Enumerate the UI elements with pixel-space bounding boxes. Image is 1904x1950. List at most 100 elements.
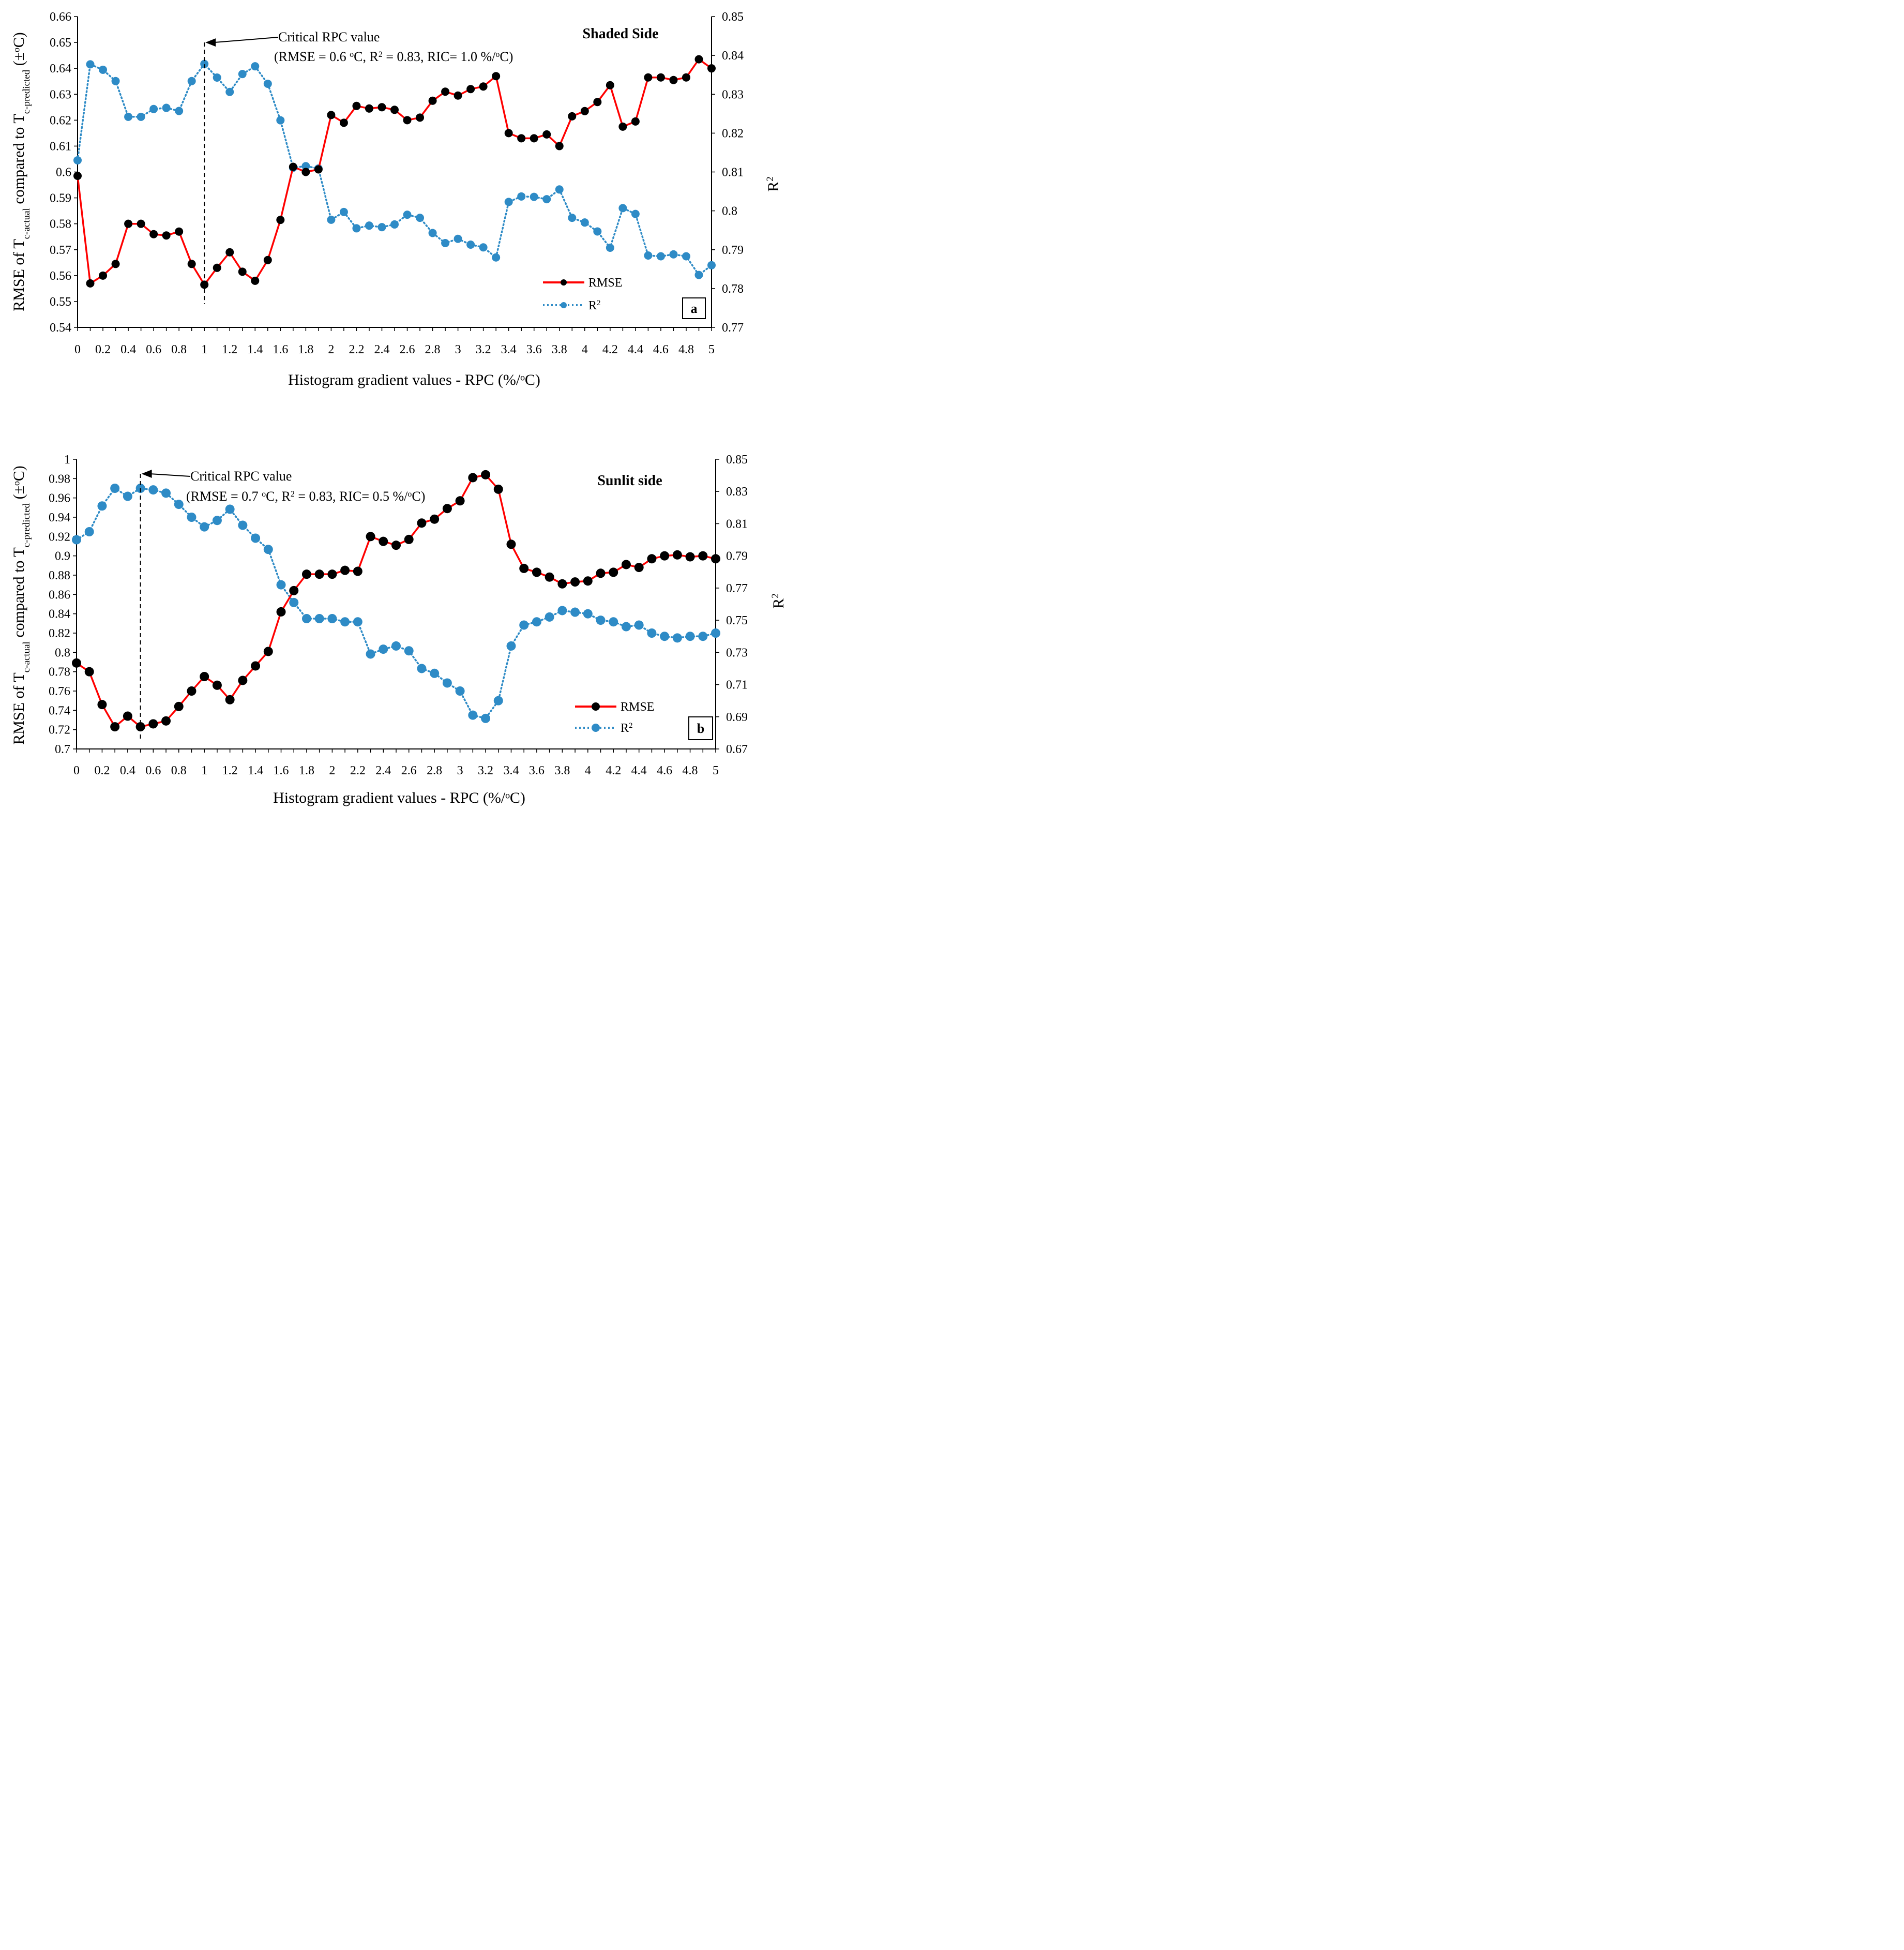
panel-a-rmse-point (428, 96, 437, 105)
panel-a-rmse-point (377, 103, 386, 112)
panel-b-x-tick-label: 2.8 (427, 764, 442, 777)
panel-a-rmse-point (213, 263, 221, 272)
panel-b-r2-point (506, 641, 516, 651)
panel-b-r2-point (442, 678, 452, 688)
panel-b-rmse-point (327, 569, 337, 579)
panel-b-x-tick-label: 5 (713, 764, 719, 777)
panel-a-rmse-point (352, 101, 361, 110)
panel-a-arrow-head (205, 38, 216, 47)
panel-a-rmse-point (517, 134, 526, 143)
panel-b-y-left-tick-label: 0.84 (49, 608, 70, 621)
panel-b-rmse-point (417, 518, 427, 528)
panel-b-r2-point (212, 516, 222, 526)
panel-a-y-right-tick-label: 0.77 (722, 321, 744, 335)
panel-b-y-right-tick-label: 0.77 (726, 582, 748, 595)
panel-a-letter: a (691, 301, 698, 316)
panel-b-r2-point (174, 500, 184, 509)
panel-a-y-right-tick-label: 0.78 (722, 282, 744, 296)
panel-b-r2-point (110, 484, 120, 493)
panel-a-rmse-point (694, 55, 703, 64)
panel-b-r2-point (481, 713, 491, 723)
panel-b-rmse-point (72, 658, 81, 668)
panel-b-r2-point (72, 535, 81, 545)
panel-a-annotation-detail: (RMSE = 0.6 oC, R2 = 0.83, RIC= 1.0 %/oC… (274, 49, 513, 64)
figure: 0 0.2 0.4 0.6 0.8 1 1.2 1.4 1.6 1.8 2 2.2 2.4 2.6 2.8 3… (0, 0, 794, 813)
panel-b-legend: RMSE R2 b (575, 700, 713, 740)
panel-b-r2-point (148, 485, 158, 495)
panel-b-rmse-point (557, 579, 567, 589)
panel-a-y-right-label: R2 (765, 176, 782, 192)
panel-b-r2-point (301, 614, 311, 623)
panel-a-rmse-point (86, 279, 95, 288)
panel-b-r2-point (84, 527, 94, 536)
panel-b-r2-point (430, 668, 440, 678)
panel-b-critical-arrow (149, 473, 191, 477)
panel-b-rmse-point (545, 572, 554, 582)
panel-b-y-right-tick-label: 0.83 (726, 485, 748, 499)
panel-a-rmse-point (390, 106, 399, 114)
panel-b-y-right-tick-label: 0.73 (726, 646, 748, 659)
panel-b-rmse-point (353, 566, 362, 576)
panel-b-legend-r2-label: R2 (621, 722, 633, 735)
panel-a-r2-point (454, 234, 462, 243)
panel-a-r2-point (428, 229, 437, 237)
panel-b-y-left-tick-label: 0.74 (49, 704, 70, 717)
panel-b-r2-point (545, 612, 554, 622)
panel-b-rmse-point (583, 576, 593, 586)
panel-b-r2-point (289, 597, 299, 607)
panel-a-r2-point (301, 162, 310, 171)
panel-b-r2-point (519, 620, 529, 630)
panel-a-y-left-tick-label: 0.65 (50, 36, 71, 50)
panel-b-r2-point (251, 533, 261, 543)
panel-a-rmse-point (365, 104, 373, 113)
panel-a-y-right-tick-label: 0.85 (722, 10, 744, 24)
panel-b-y-left-tick-label: 0.96 (49, 492, 70, 505)
panel-b-r2-point (97, 501, 107, 511)
panel-a-r2-point (352, 224, 361, 233)
panel-a-x-tick-label: 1 (201, 343, 207, 356)
panel-b-ticks: 0 0.2 0.4 0.6 0.8 1 1.2 1.4 1.6 1.8 2 2.2 2.4 2.6 2.8 3… (49, 453, 748, 777)
panel-b-rmse-point (698, 551, 708, 561)
panel-a-r2-point (149, 104, 158, 113)
panel-b-r2-point (621, 622, 631, 632)
panel-a-r2-point (682, 252, 690, 261)
panel-b-annotation: Critical RPC value (RMSE = 0.7 oC, R2 = … (140, 469, 425, 742)
panel-a-rmse-point (416, 113, 425, 122)
panel-a-rmse-point (124, 219, 133, 228)
panel-a-r2-point (631, 209, 640, 218)
panel-a-r2-point (479, 243, 488, 252)
panel-a-rmse-point (301, 168, 310, 176)
panel-a-r2-point (555, 185, 564, 194)
panel-a-y-left-tick-label: 0.63 (50, 88, 71, 101)
panel-a-x-tick-label: 2.2 (349, 343, 364, 356)
panel-a-rmse-point (555, 142, 564, 151)
panel-b-letter-box (688, 716, 713, 740)
panel-a-y-right-tick-label: 0.79 (722, 244, 744, 257)
panel-b-arrow-head (141, 470, 152, 478)
panel-a-r2-point (327, 215, 336, 224)
panel-a-rmse-point (682, 73, 690, 82)
panel-b-y-left-label: RMSE of Tc-actual compared to Tc-predict… (10, 466, 32, 745)
panel-b-x-tick-label: 3.2 (478, 764, 493, 777)
panel-b-rmse-point (289, 586, 299, 595)
panel-a-legend-r2-label: R2 (588, 299, 601, 312)
panel-a-y-left-tick-label: 0.59 (50, 192, 71, 205)
panel-a-legend-rmse-label: RMSE (588, 276, 622, 290)
chart-canvas: 0 0.2 0.4 0.6 0.8 1 1.2 1.4 1.6 1.8 2 2.2 2.4 2.6 2.8 3… (10, 10, 787, 806)
panel-a-y-left-tick-label: 0.66 (50, 10, 71, 24)
panel-b-rmse-point (404, 534, 414, 544)
panel-b-y-left-tick-label: 0.98 (49, 472, 70, 486)
panel-a-rmse-point (327, 111, 336, 119)
panel-b-rmse-point (532, 567, 541, 577)
panel-b-rmse-point (110, 722, 120, 732)
panel-b-y-right-tick-label: 0.67 (726, 743, 748, 756)
panel-b-rmse-point (711, 554, 720, 564)
panel-a-y-left-tick-label: 0.56 (50, 269, 71, 283)
panel-a-rmse-point (504, 129, 513, 138)
panel-a-annotation: Critical RPC value (RMSE = 0.6 oC, R2 = … (204, 29, 513, 304)
panel-b-r2-point (698, 632, 708, 641)
panel-b-rmse-point (506, 539, 516, 549)
panel-a-rmse-point (111, 260, 120, 268)
panel-a-r2-point (644, 251, 653, 260)
panel-a-y-left-tick-label: 0.57 (50, 244, 71, 257)
